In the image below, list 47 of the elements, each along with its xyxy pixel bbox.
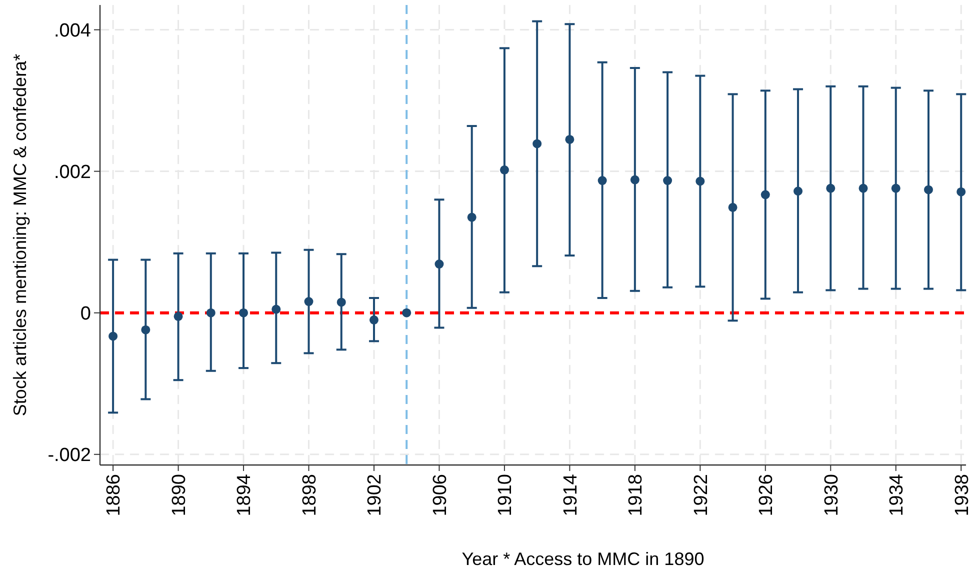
x-axis-title: Year * Access to MMC in 1890 (462, 549, 704, 569)
point (924, 185, 933, 194)
point (696, 176, 705, 186)
point (891, 184, 900, 193)
point (141, 325, 150, 334)
x-tick-label: 1910 (495, 474, 516, 516)
x-tick-label: 1938 (952, 474, 973, 516)
y-tick-label: .002 (54, 162, 91, 183)
point (304, 297, 314, 306)
point (500, 165, 509, 174)
point (467, 212, 476, 222)
point (663, 176, 672, 186)
point (598, 176, 607, 186)
point (794, 186, 803, 196)
point (728, 202, 738, 212)
point (369, 315, 378, 324)
y-tick-label: .004 (54, 20, 92, 42)
x-tick-label: 1902 (364, 474, 386, 516)
x-tick-label: 1906 (430, 474, 451, 516)
x-tick-label: 1914 (560, 474, 582, 516)
point (826, 184, 836, 193)
point (239, 308, 248, 318)
x-tick-label: 1922 (690, 474, 712, 516)
point (174, 312, 183, 321)
point (532, 139, 542, 148)
point (336, 298, 346, 307)
point (272, 304, 281, 314)
y-axis-title: Stock articles mentioning: MMC & confedera* (10, 54, 30, 416)
x-tick-label: 1918 (626, 474, 647, 516)
point (434, 260, 444, 269)
x-tick-label: 1898 (299, 474, 320, 516)
point (565, 134, 574, 144)
point (402, 308, 412, 318)
x-tick-label: 1930 (821, 474, 842, 516)
point (206, 308, 216, 318)
x-tick-label: 1890 (168, 474, 190, 516)
point (956, 187, 966, 196)
y-tick-label: 0 (80, 303, 91, 324)
point (858, 184, 868, 193)
x-tick-label: 1934 (886, 474, 908, 516)
point (630, 175, 640, 184)
x-tick-label: 1886 (104, 474, 125, 516)
x-tick-label: 1926 (756, 474, 778, 516)
x-tick-label: 1894 (234, 474, 256, 516)
point (108, 332, 118, 341)
point (760, 190, 770, 200)
y-tick-label: -.002 (48, 445, 91, 466)
